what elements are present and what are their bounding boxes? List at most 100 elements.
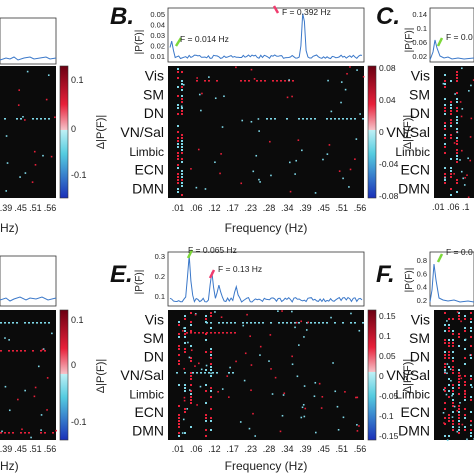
- matrix-cell: [340, 81, 343, 83]
- matrix-cell: [206, 332, 208, 334]
- matrix-cell: [290, 322, 292, 324]
- matrix-cell: [444, 137, 446, 139]
- matrix-cell: [464, 330, 466, 332]
- network-label-4: Limbic: [395, 145, 430, 159]
- matrix-cell: [450, 119, 452, 121]
- matrix-cell: [183, 367, 185, 370]
- matrix-cell: [190, 393, 192, 395]
- matrix-cell: [184, 333, 186, 335]
- matrix-cell: [452, 372, 454, 374]
- matrix-cell: [177, 68, 179, 70]
- matrix-cell: [177, 164, 179, 166]
- matrix-cell: [354, 118, 356, 120]
- matrix-cell: [250, 364, 253, 366]
- matrix-cell: [448, 339, 450, 341]
- matrix-cell: [452, 405, 454, 407]
- matrix-cell: [184, 348, 186, 350]
- matrix-cell: [180, 105, 183, 108]
- matrix-cell: [359, 113, 361, 115]
- matrix-cell: [338, 170, 341, 172]
- matrix-cell: [194, 365, 196, 367]
- matrix-cell: [268, 360, 270, 362]
- matrix-cell: [181, 107, 183, 109]
- spectrum-ytick: 0.03: [150, 31, 165, 40]
- network-label-6: DMN: [132, 181, 164, 197]
- panel-f-spectrum-line: [429, 263, 474, 303]
- matrix-cell: [190, 324, 192, 326]
- matrix-cell: [463, 184, 466, 186]
- panel-d-xlabel-fragment: Hz): [0, 459, 19, 473]
- matrix-cell: [448, 384, 450, 386]
- matrix-cell: [190, 402, 192, 404]
- matrix-cell: [464, 176, 466, 179]
- matrix-cell: [194, 313, 197, 315]
- matrix-cell: [326, 153, 329, 155]
- matrix-cell: [32, 322, 34, 324]
- matrix-cell: [472, 79, 474, 81]
- panel-c-x-ticks: .01 .06 .1: [432, 202, 470, 212]
- matrix-cell: [205, 364, 208, 367]
- matrix-cell: [196, 372, 198, 374]
- matrix-cell: [242, 322, 244, 324]
- matrix-cell: [452, 345, 454, 347]
- matrix-cell: [454, 93, 456, 95]
- matrix-cell: [452, 384, 454, 386]
- matrix-cell: [266, 118, 268, 120]
- matrix-cell: [444, 80, 446, 82]
- matrix-cell: [452, 399, 454, 401]
- matrix-cell: [208, 76, 210, 78]
- panel-c-spectrum-ylabel: |P(F)|: [404, 28, 415, 53]
- matrix-cell: [20, 350, 22, 352]
- matrix-cell: [356, 69, 358, 71]
- matrix-cell: [326, 118, 328, 120]
- panel-c-network-labels: Vis SM DN VN/Sal Limbic ECN DMN: [386, 66, 442, 198]
- x-tick-label: .12: [208, 444, 221, 454]
- panel-b-spectrum-box: [167, 7, 365, 63]
- spectrum-ytick: 0.02: [150, 42, 165, 51]
- matrix-cell: [296, 375, 299, 378]
- matrix-cell: [452, 390, 454, 392]
- matrix-cell: [264, 80, 266, 82]
- matrix-cell: [444, 372, 446, 374]
- matrix-cell: [344, 391, 346, 393]
- matrix-cell: [458, 372, 460, 374]
- matrix-cell: [177, 188, 179, 190]
- matrix-cell: [24, 172, 27, 174]
- matrix-cell: [452, 429, 454, 431]
- matrix-cell: [444, 423, 446, 425]
- matrix-cell: [444, 324, 446, 326]
- matrix-cell: [181, 95, 183, 97]
- matrix-cell: [458, 405, 460, 407]
- matrix-cell: [470, 321, 472, 323]
- matrix-cell: [470, 420, 472, 422]
- matrix-cell: [444, 104, 446, 106]
- matrix-cell: [210, 327, 212, 329]
- matrix-cell: [302, 403, 305, 406]
- matrix-cell: [210, 315, 212, 317]
- matrix-cell: [256, 80, 258, 82]
- matrix-cell: [306, 118, 308, 120]
- panel-d-spectrum-line: [0, 296, 57, 302]
- matrix-cell: [283, 392, 286, 395]
- matrix-cell: [46, 377, 49, 379]
- matrix-cell: [470, 327, 472, 329]
- matrix-cell: [181, 152, 183, 154]
- matrix-cell: [190, 372, 192, 374]
- matrix-cell: [456, 143, 458, 145]
- matrix-cell: [178, 360, 180, 362]
- matrix-cell: [181, 161, 183, 163]
- colorbar-tick: 0.15: [379, 311, 396, 321]
- matrix-cell: [444, 98, 446, 100]
- matrix-cell: [234, 322, 236, 324]
- matrix-cell: [279, 430, 282, 433]
- matrix-cell: [4, 385, 7, 388]
- matrix-cell: [33, 395, 36, 398]
- matrix-cell: [205, 333, 207, 335]
- matrix-cell: [446, 320, 448, 322]
- matrix-cell: [181, 149, 183, 151]
- panel-e-matrix-dots: [176, 310, 364, 437]
- matrix-cell: [448, 327, 450, 329]
- x-tick-label: .39: [299, 203, 312, 213]
- matrix-cell: [314, 192, 317, 194]
- matrix-cell: [181, 89, 183, 91]
